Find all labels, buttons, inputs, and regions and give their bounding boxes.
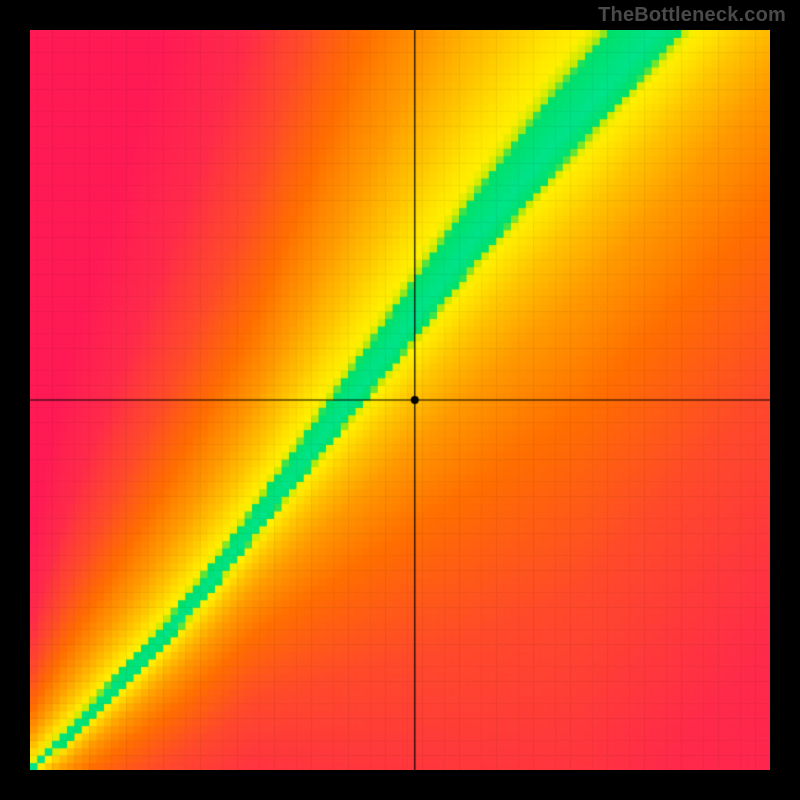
watermark-text: TheBottleneck.com <box>598 4 786 27</box>
chart-container: TheBottleneck.com <box>0 0 800 800</box>
bottleneck-heatmap <box>30 30 770 770</box>
